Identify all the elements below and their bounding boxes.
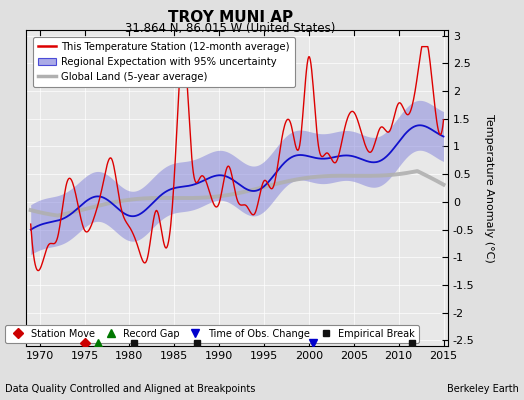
Text: Berkeley Earth: Berkeley Earth bbox=[447, 384, 519, 394]
Text: Data Quality Controlled and Aligned at Breakpoints: Data Quality Controlled and Aligned at B… bbox=[5, 384, 256, 394]
Text: TROY MUNI AP: TROY MUNI AP bbox=[168, 10, 293, 25]
Text: 31.864 N, 86.015 W (United States): 31.864 N, 86.015 W (United States) bbox=[125, 22, 336, 35]
Y-axis label: Temperature Anomaly (°C): Temperature Anomaly (°C) bbox=[484, 114, 494, 262]
Legend: Station Move, Record Gap, Time of Obs. Change, Empirical Break: Station Move, Record Gap, Time of Obs. C… bbox=[5, 325, 419, 343]
